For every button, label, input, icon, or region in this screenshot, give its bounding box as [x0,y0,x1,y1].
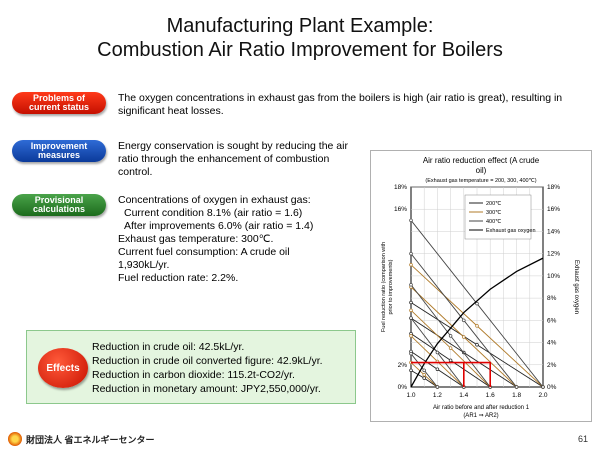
title-line-2: Combustion Air Ratio Improvement for Boi… [97,39,503,61]
data-point [409,251,413,256]
y2-tick-label: 0% [547,384,557,391]
highlight-line [463,361,491,387]
x-tick-label: 1.8 [512,392,521,399]
data-point [462,318,466,323]
data-point [422,368,426,373]
improvement-badge-line2: measures [37,150,80,160]
chart-title: Air ratio reduction effect (A crude [423,156,540,165]
effects-line: Reduction in monetary amount: JPY2,550,0… [92,383,321,395]
provisional-line: 1,930kL/yr. [118,259,170,271]
highlight-line [411,361,465,387]
data-point [409,283,413,287]
y2-tick-label: 16% [547,206,560,213]
chart-svg: Air ratio reduction effect (A crude oil)… [381,156,579,419]
legend-box [464,194,532,240]
provisional-line: Fuel reduction rate: 2.2%. [118,272,239,284]
data-point [435,367,440,371]
data-point [462,335,466,339]
y2-tick-label: 2% [547,362,557,369]
y-tick-label: 16% [394,206,407,213]
legend-label: Exhaust gas oxygen [486,228,536,234]
y2-tick-label: 14% [547,228,560,235]
provisional-badge: Provisional calculations [12,194,106,216]
effects-line: Reduction in crude oil: 42.5kL/yr. [92,341,245,353]
x-axis-label: (AR1 ⇒ AR2) [463,413,498,419]
effects-text: Reduction in crude oil: 42.5kL/yr. Reduc… [92,340,356,396]
title-line-1: Manufacturing Plant Example: [166,15,434,37]
effects-badge: Effects [38,348,88,388]
y-tick-label: 18% [394,184,407,191]
data-point [448,358,453,363]
data-point [409,351,413,356]
data-point [409,368,413,373]
data-point [448,346,453,350]
y2-tick-label: 6% [547,317,557,324]
provisional-badge-line2: calculations [32,204,86,214]
data-point [409,218,413,223]
y2-tick-label: 12% [547,251,560,258]
provisional-line: After improvements 6.0% (air ratio = 1.4… [124,220,314,232]
provisional-line: Current condition 8.1% (air ratio = 1.6) [124,207,303,219]
provisional-line: Current fuel consumption: A crude oil [118,246,290,258]
air-ratio-chart: Air ratio reduction effect (A crude oil)… [370,150,592,422]
x-tick-label: 2.0 [538,392,547,399]
data-point [475,324,479,328]
problems-text: The oxygen concentrations in exhaust gas… [118,92,563,117]
legend-label: 200℃ [486,201,502,207]
y-axis-label: prior to improvements) [388,259,394,314]
y-tick-label: 2% [398,362,408,369]
y2-tick-label: 4% [547,340,557,347]
chart-subtitle: (Exhaust gas temperature = 200, 300, 400… [425,178,536,184]
y2-tick-label: 8% [547,295,557,302]
improvement-badge: Improvement measures [12,140,106,162]
x-tick-label: 1.0 [406,392,415,399]
x-axis-label: Air ratio before and after reduction 1 [433,405,530,411]
x-tick-label: 1.2 [433,392,442,399]
provisional-line: Concentrations of oxygen in exhaust gas: [118,194,311,206]
data-point [435,385,440,389]
y2-tick-label: 10% [547,273,560,280]
y2-tick-label: 18% [547,184,560,191]
data-point [422,373,426,377]
improvement-text: Energy conservation is sought by reducin… [118,140,348,178]
data-point [422,376,426,380]
effects-line: Reduction in crude oil converted figure:… [92,355,323,367]
problems-badge: Problems of current status [12,92,106,114]
eccj-logo-icon [8,432,22,446]
footer-logo: 財団法人 省エネルギーセンター [8,432,155,446]
y-axis-label: Fuel reduction ratio (comparison with [381,242,387,332]
provisional-badge-line1: Provisional [34,194,84,205]
x-tick-label: 1.4 [459,392,468,399]
improvement-badge-line1: Improvement [30,140,88,151]
y2-axis-label: Exhaust gas oxygen [573,260,579,314]
problems-badge-line2: current status [28,102,90,112]
series-line [410,257,544,388]
x-tick-label: 1.6 [486,392,495,399]
data-point [448,334,453,338]
data-point [475,343,479,347]
page-title: Manufacturing Plant Example: Combustion … [0,14,600,62]
data-point [514,385,519,389]
data-point [475,301,479,306]
footer-org: 財団法人 省エネルギーセンター [26,434,155,445]
data-point [541,385,545,389]
chart-title: oil) [476,166,487,175]
page-number: 61 [577,434,588,444]
problems-badge-line1: Problems of [32,92,85,103]
legend-label: 400℃ [486,219,502,225]
data-point [409,316,413,320]
data-point [409,300,413,305]
provisional-text: Concentrations of oxygen in exhaust gas:… [118,194,363,285]
provisional-line: Exhaust gas temperature: 300℃. [118,233,274,245]
data-point [409,308,413,313]
y-tick-label: 0% [398,384,408,391]
data-point [409,334,413,338]
data-point [409,263,413,267]
data-point [435,350,440,355]
legend-label: 300℃ [486,210,502,216]
effects-line: Reduction in carbon dioxide: 115.2t-CO2/… [92,369,295,381]
